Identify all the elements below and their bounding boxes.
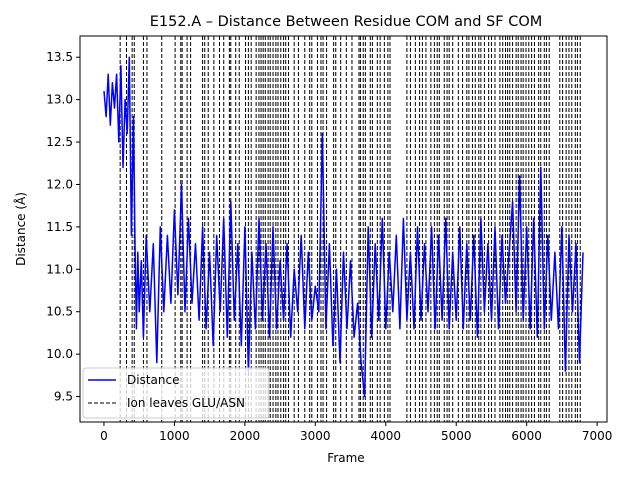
y-tick-label-12.5: 12.5 [46,135,73,149]
y-tick-label-10.5: 10.5 [46,305,73,319]
x-tick-label-2000: 2000 [230,429,261,443]
legend: Distance Ion leaves GLU/ASN [83,368,269,418]
x-tick-label-6000: 6000 [511,429,542,443]
chart-title: E152.A – Distance Between Residue COM an… [150,14,543,30]
plot-data-layer [104,36,583,422]
legend-label-ion-leaves: Ion leaves GLU/ASN [127,396,245,410]
y-axis-label: Distance (Å) [13,192,28,266]
y-tick-label-13.5: 13.5 [46,50,73,64]
y-tick-label-13: 13.0 [46,93,73,107]
y-tick-label-12: 12.0 [46,177,73,191]
x-tick-label-5000: 5000 [441,429,472,443]
y-tick-label-11: 11.0 [46,262,73,276]
x-tick-label-3000: 3000 [300,429,331,443]
y-tick-label-9.5: 9.5 [54,390,73,404]
distance-series-line [104,57,583,396]
plot-frame [80,36,607,422]
x-tick-label-7000: 7000 [582,429,613,443]
y-tick-label-11.5: 11.5 [46,220,73,234]
x-axis-label: Frame [327,451,364,465]
x-tick-label-0: 0 [100,429,108,443]
x-tick-label-1000: 1000 [159,429,190,443]
x-tick-label-4000: 4000 [370,429,401,443]
y-tick-label-10: 10.0 [46,347,73,361]
legend-label-distance: Distance [127,373,179,387]
